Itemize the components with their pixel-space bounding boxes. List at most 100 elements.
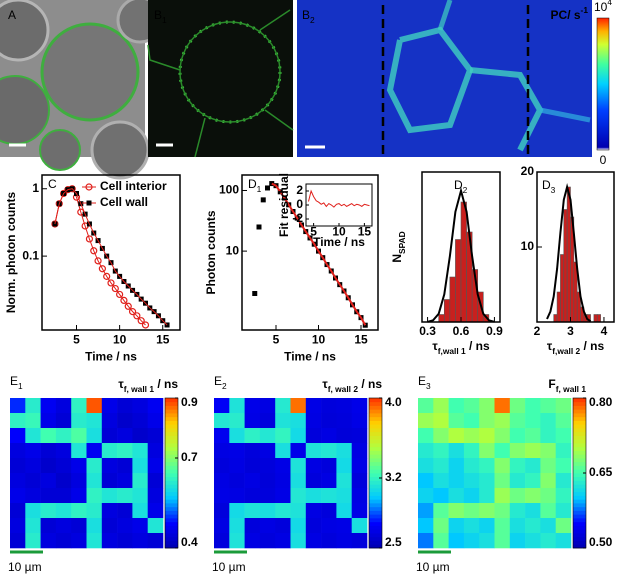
colorbar-segment	[369, 401, 382, 406]
colorbar-max-part: 10	[594, 0, 608, 14]
heatmap-cell	[229, 398, 245, 414]
heatmap-cell	[336, 458, 352, 474]
heatmap-cell	[479, 398, 495, 414]
heatmap-cell	[479, 443, 495, 459]
heatmap-cell	[86, 443, 103, 459]
colorbar-segment	[369, 503, 382, 508]
scale-bar-label: 10 µm	[416, 560, 450, 574]
heatmap-cell	[259, 533, 276, 549]
panel-label: A	[8, 8, 16, 22]
heatmap-cell	[10, 458, 26, 474]
colorbar-segment	[369, 514, 382, 519]
panel-label-part: D	[542, 178, 551, 192]
heatmap-cell	[448, 428, 465, 444]
heatmap-cell	[275, 473, 291, 489]
colorbar-segment	[165, 514, 178, 519]
heatmap-cell	[86, 398, 103, 414]
heatmap-cell	[290, 458, 307, 474]
heatmap-cell	[86, 533, 103, 549]
heatmap-cell	[509, 443, 526, 459]
colorbar-segment	[165, 544, 178, 549]
colorbar-tick-label: 3.2	[385, 470, 402, 484]
heatmap-cell	[86, 428, 103, 444]
marker	[98, 265, 106, 273]
heatmap-cell	[305, 398, 322, 414]
x-tick-label: 10	[332, 225, 346, 239]
heatmap-cell	[117, 503, 133, 519]
colorbar-segment	[165, 499, 178, 504]
heatmap-cell	[351, 413, 368, 429]
heatmap-cell	[147, 428, 164, 444]
colorbar-title-part: / ns	[358, 377, 382, 391]
heatmap-cell	[433, 488, 449, 504]
colorbar-segment	[369, 525, 382, 530]
heatmap-cell	[463, 473, 480, 489]
plot-frame	[41, 174, 181, 331]
heatmap-cell	[275, 443, 291, 459]
panel-label-part: 2	[463, 185, 468, 195]
x-axis-label: τf,wall 1 / ns	[432, 339, 490, 356]
bar	[553, 314, 558, 323]
heatmap-cell	[55, 443, 72, 459]
heatmap-cell	[71, 473, 87, 489]
heatmap-cell	[229, 488, 245, 504]
heatmap-cell	[132, 533, 148, 549]
colorbar-segment	[573, 446, 586, 451]
heatmap-cell	[418, 518, 434, 534]
colorbar-segment	[369, 480, 382, 485]
heatmap-cell	[290, 428, 307, 444]
panel-label: B2	[302, 8, 315, 25]
series-line	[271, 182, 367, 326]
heatmap-cell	[229, 533, 245, 549]
colorbar-segment	[165, 420, 178, 425]
legend-label: Cell wall	[100, 195, 148, 209]
heatmap-cell	[433, 533, 449, 549]
heatmap-cell	[101, 533, 118, 549]
colorbar-segment	[165, 443, 178, 448]
heatmap-cell	[448, 533, 465, 549]
x-tick-label: 10	[113, 333, 127, 347]
colorbar-segment	[573, 443, 586, 448]
heatmap-cell	[101, 473, 118, 489]
heatmap-cell	[86, 518, 103, 534]
colorbar-tick-label: 0.50	[589, 535, 613, 549]
heatmap-cell	[244, 428, 261, 444]
colorbar-max-part: 4	[607, 0, 612, 7]
colorbar-frame	[368, 397, 383, 549]
heatmap-cell	[117, 533, 133, 549]
heatmap-cell	[525, 458, 541, 474]
colorbar-segment	[165, 431, 178, 436]
colorbar-segment	[165, 476, 178, 481]
heatmap-cell	[229, 413, 245, 429]
colorbar-segment	[369, 413, 382, 418]
colorbar-segment	[165, 424, 178, 429]
heatmap-cell	[86, 503, 103, 519]
heatmap-cell	[132, 518, 148, 534]
heatmap-cell	[71, 413, 87, 429]
heatmap-cell	[40, 473, 57, 489]
panel-label: E1	[10, 374, 23, 391]
heatmap-cell	[244, 518, 261, 534]
x-axis-label-part: τ	[547, 339, 553, 353]
heatmap-cell	[321, 518, 337, 534]
heatmap-cell	[147, 413, 164, 429]
colorbar-segment	[369, 521, 382, 526]
colorbar-segment	[165, 450, 178, 455]
heatmap-cell	[448, 473, 465, 489]
y-tick-label: 10	[521, 239, 535, 253]
heatmap-cell	[229, 428, 245, 444]
heatmap-cell	[117, 458, 133, 474]
panel-label: E3	[418, 374, 431, 391]
colorbar-segment	[369, 398, 382, 403]
heatmap-cell	[25, 443, 41, 459]
heatmap-cell	[448, 413, 465, 429]
colorbar-segment	[165, 536, 178, 541]
colorbar-segment	[573, 398, 586, 403]
heatmap-cell	[525, 533, 541, 549]
heatmap-cell	[479, 473, 495, 489]
colorbar-segment	[369, 499, 382, 504]
heatmap-cell	[71, 533, 87, 549]
heatmap-cell	[71, 503, 87, 519]
heatmap-cell	[433, 413, 449, 429]
heatmap-cell	[494, 428, 511, 444]
